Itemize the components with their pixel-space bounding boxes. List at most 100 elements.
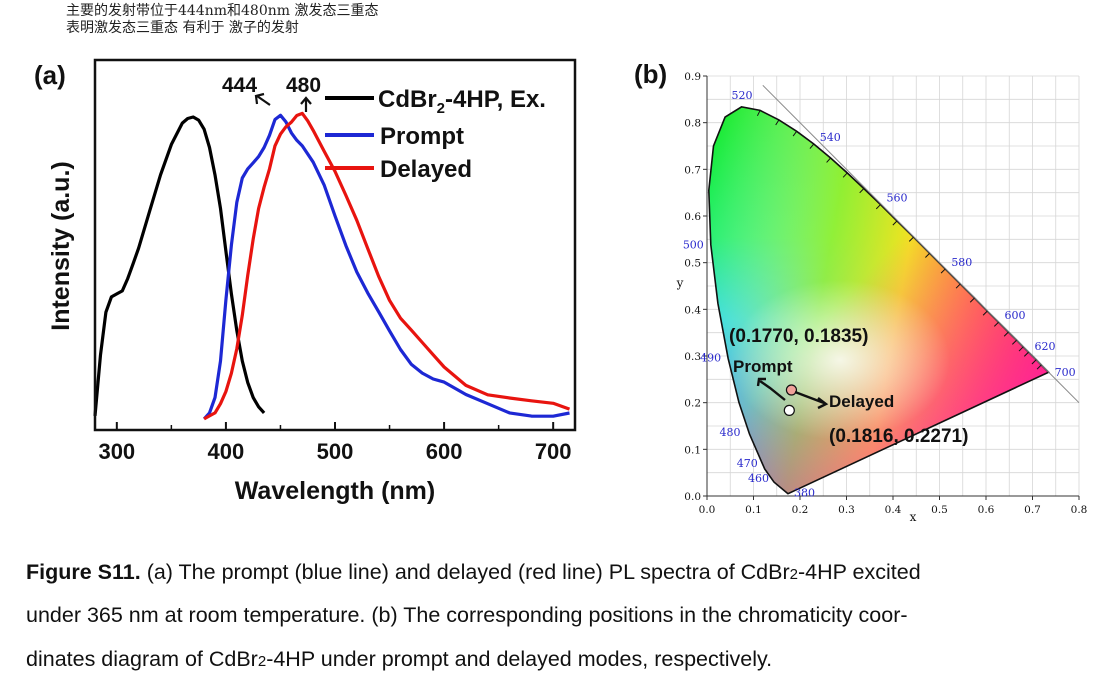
locus-tick bbox=[925, 252, 930, 258]
y-tick-label: 0.4 bbox=[684, 304, 701, 316]
delayed-point-label: Delayed bbox=[829, 392, 894, 411]
x-tick-label: 0.8 bbox=[1071, 504, 1088, 516]
note-line-2: 表明激发态三重态 有利于 激子的发射 bbox=[66, 20, 299, 36]
panel-a-series bbox=[93, 111, 571, 421]
locus-tick bbox=[1011, 339, 1017, 345]
x-tick-label: 600 bbox=[426, 439, 463, 464]
panel-a-annotations: 444 480 bbox=[222, 74, 321, 112]
x-tick-label: 400 bbox=[208, 439, 245, 464]
legend-label-ex: CdBr2-4HP, Ex. bbox=[378, 86, 546, 117]
locus-label-380: 380 bbox=[794, 487, 815, 500]
caption-line-3: dinates diagram of CdBr2-4HP under promp… bbox=[26, 637, 1088, 684]
locus-tick bbox=[892, 220, 898, 226]
caption-sub-3: 2 bbox=[257, 653, 267, 670]
locus-tick bbox=[1023, 351, 1029, 357]
caption-figure-label: Figure S11. bbox=[26, 560, 141, 584]
locus-tick bbox=[1036, 364, 1042, 370]
x-tick-label: 500 bbox=[317, 439, 354, 464]
locus-tick bbox=[826, 157, 831, 163]
y-tick-label: 0.2 bbox=[684, 398, 701, 410]
panel-b-points bbox=[783, 384, 798, 416]
y-tick-label: 0.1 bbox=[684, 444, 701, 456]
panel-b-ylabel: y bbox=[676, 276, 684, 290]
panel-a-ylabel: Intensity (a.u.) bbox=[47, 161, 75, 330]
prompt-arrow bbox=[759, 380, 786, 401]
x-tick-label: 0.0 bbox=[699, 504, 716, 516]
arrow-444-shaft bbox=[256, 95, 271, 106]
panel-a-ticks: 300 400 500 600 700 bbox=[98, 422, 572, 464]
locus-tick bbox=[1003, 331, 1009, 337]
panel-a-label: (a) bbox=[34, 60, 66, 90]
locus-label-490: 490 bbox=[700, 351, 721, 364]
panel-a-xlabel: Wavelength (nm) bbox=[235, 477, 435, 505]
locus-label-700: 700 bbox=[1055, 366, 1076, 379]
locus-label-560: 560 bbox=[886, 192, 907, 205]
x-tick-label: 0.1 bbox=[745, 504, 762, 516]
series-line-cdbr2-4hp-ex- bbox=[93, 115, 266, 417]
locus-tick bbox=[756, 110, 761, 117]
caption-line-1: Figure S11. (a) The prompt (blue line) a… bbox=[26, 550, 1088, 597]
x-tick-label: 0.6 bbox=[978, 504, 995, 516]
locus-tick bbox=[955, 283, 961, 289]
x-tick-label: 0.3 bbox=[838, 504, 855, 516]
locus-label-500: 500 bbox=[683, 239, 704, 252]
locus-tick bbox=[908, 236, 914, 242]
prompt-point-label: Prompt bbox=[733, 357, 793, 376]
delayed-arrow-head bbox=[817, 397, 829, 410]
delayed-coordinate-label: (0.1816, 0.2271) bbox=[829, 426, 968, 447]
locus-tick bbox=[775, 119, 780, 126]
legend-label-prompt: Prompt bbox=[380, 123, 464, 150]
y-tick-label: 0.9 bbox=[684, 71, 701, 83]
locus-tick bbox=[993, 321, 999, 327]
y-tick-label: 0.7 bbox=[684, 164, 701, 176]
caption-text-1: (a) The prompt (blue line) and delayed (… bbox=[140, 560, 790, 584]
annotation-480: 480 bbox=[286, 74, 321, 97]
y-tick-label: 0.3 bbox=[684, 351, 701, 363]
x-tick-label: 700 bbox=[535, 439, 572, 464]
caption-text-1-end: -4HP excited bbox=[797, 560, 921, 584]
note-line-1: 主要的发射带位于444nm和480nm 激发态三重态 bbox=[66, 3, 379, 19]
locus-label-620: 620 bbox=[1035, 340, 1056, 353]
locus-tick bbox=[792, 130, 798, 137]
x-tick-label: 0.4 bbox=[885, 504, 902, 516]
locus-label-580: 580 bbox=[951, 256, 972, 269]
caption-sub-1: 2 bbox=[789, 566, 798, 583]
locus-label-600: 600 bbox=[1005, 309, 1026, 322]
locus-tick bbox=[1018, 346, 1024, 352]
panel-b: 0.0 0.1 0.2 0.3 0.4 0.5 0.6 0.7 0.8 0.0 0.1 0.2 0.3 0… bbox=[621, 53, 1091, 524]
locus-label-470: 470 bbox=[737, 457, 758, 470]
point-prompt bbox=[783, 404, 795, 416]
prompt-coordinate-label: (0.1770, 0.1835) bbox=[729, 326, 868, 347]
panel-b-axes: 0.0 0.1 0.2 0.3 0.4 0.5 0.6 0.7 0.8 0.0 0.1 0.2 0.3 0… bbox=[684, 71, 1087, 516]
y-tick-label: 0.6 bbox=[684, 211, 701, 223]
delayed-arrow bbox=[794, 390, 825, 405]
y-tick-label: 0.5 bbox=[684, 258, 701, 270]
arrow-444-head bbox=[254, 92, 265, 105]
locus-tick bbox=[1031, 359, 1037, 365]
locus-tick bbox=[982, 310, 988, 316]
x-tick-label: 0.5 bbox=[931, 504, 948, 516]
x-tick-label: 0.7 bbox=[1024, 504, 1041, 516]
prompt-arrow-head bbox=[756, 377, 766, 387]
legend-label-delayed: Delayed bbox=[380, 156, 472, 183]
locus-tick bbox=[875, 204, 881, 210]
locus-tick bbox=[842, 172, 848, 178]
panel-a-legend: CdBr2-4HP, Ex. Prompt Delayed bbox=[325, 86, 546, 183]
point-delayed bbox=[785, 384, 798, 396]
locus-label-460: 460 bbox=[748, 472, 769, 485]
locus-tick bbox=[809, 143, 815, 149]
planck-diagonal bbox=[762, 84, 1080, 404]
panel-a-background bbox=[26, 53, 593, 515]
panel-b-label: (b) bbox=[634, 59, 667, 89]
caption-text-3: dinates diagram of CdBr bbox=[26, 647, 258, 671]
figure-svg: (a) 300 400 500 600 700 Wavelength (nm) Inte… bbox=[26, 53, 1091, 524]
panel-b-locus-labels: 380 460 470 480 490 500 520 540 560 580 600 620 700 bbox=[683, 89, 1076, 500]
y-tick-label: 0.0 bbox=[684, 491, 701, 503]
x-tick-label: 0.2 bbox=[792, 504, 809, 516]
series-line-delayed bbox=[203, 111, 571, 421]
y-tick-label: 0.8 bbox=[684, 118, 701, 130]
locus-tick bbox=[940, 268, 946, 274]
x-tick-label: 300 bbox=[98, 439, 135, 464]
panel-a: (a) 300 400 500 600 700 Wavelength (nm) Inte… bbox=[26, 53, 593, 515]
caption-line-2: under 365 nm at room temperature. (b) Th… bbox=[26, 603, 908, 627]
